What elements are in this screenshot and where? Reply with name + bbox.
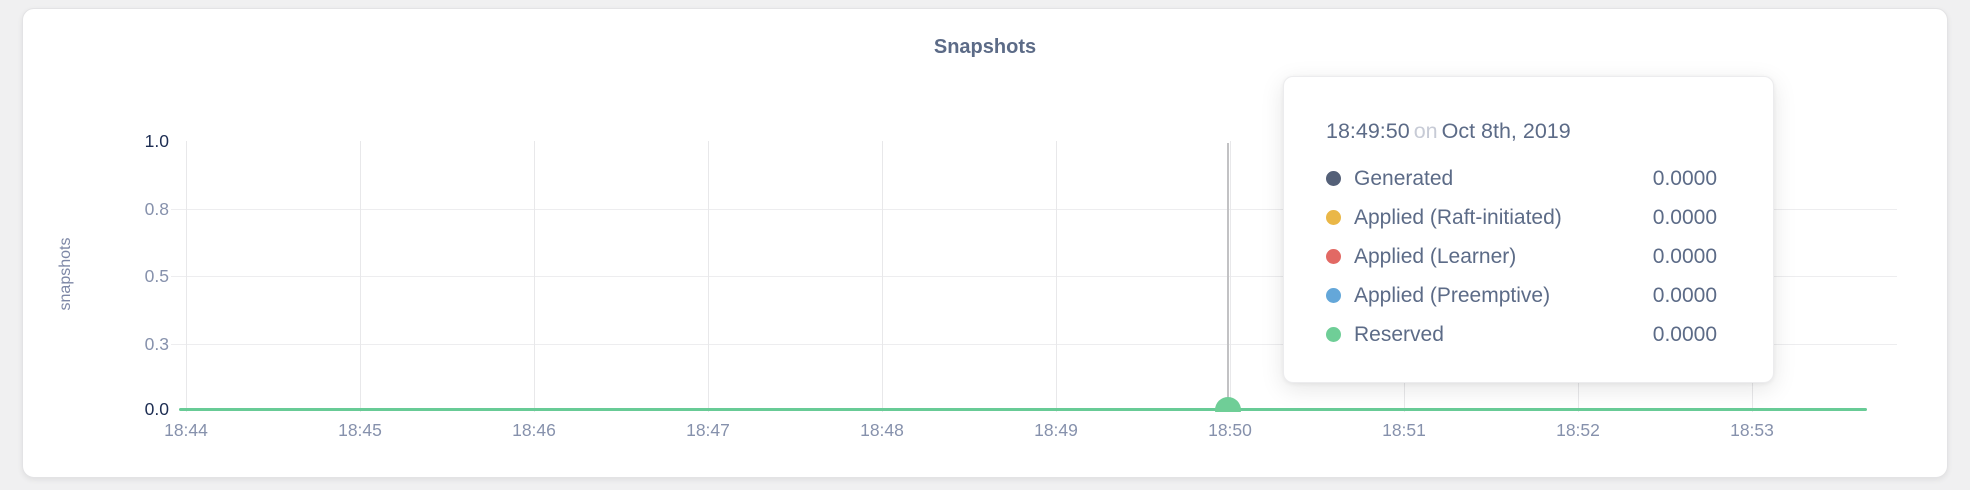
series-value: 0.0000: [1652, 244, 1717, 268]
gridline-vertical: [360, 141, 361, 412]
gridline-vertical: [186, 141, 187, 412]
gridline-vertical: [534, 141, 535, 412]
crosshair-line: [1227, 143, 1229, 412]
gridline-horizontal: [171, 208, 1897, 210]
tooltip-row: Applied (Preemptive) 0.0000: [1326, 276, 1717, 315]
gridline-horizontal: [171, 343, 1897, 345]
y-tick-label: 1.0: [144, 131, 169, 151]
x-tick-label: 18:50: [1208, 420, 1252, 440]
x-tick-label: 18:49: [1034, 420, 1078, 440]
series-color-dot-icon: [1326, 249, 1341, 264]
series-color-dot-icon: [1326, 171, 1341, 186]
series-label: Reserved: [1354, 322, 1444, 346]
chart-card: Snapshots snapshots 1.0 0.8 0.5 0.3 0.0 18:4…: [22, 8, 1948, 478]
x-tick-label: 18:45: [338, 420, 382, 440]
series-label: Generated: [1354, 166, 1454, 190]
chart-title: Snapshots: [933, 36, 1037, 58]
series-value: 0.0000: [1652, 283, 1717, 307]
hover-tooltip: 18:49:50 on Oct 8th, 2019 Generated 0.0000 A…: [1283, 76, 1774, 383]
hover-point-dot: [1215, 397, 1241, 412]
y-tick-label: 0.5: [144, 266, 169, 286]
tooltip-connector: on: [1413, 119, 1438, 143]
tooltip-header: 18:49:50 on Oct 8th, 2019: [1326, 117, 1717, 145]
series-color-dot-icon: [1326, 288, 1341, 303]
series-value: 0.0000: [1652, 166, 1717, 190]
tooltip-time: 18:49:50: [1326, 119, 1410, 143]
y-tick-label: 0.3: [144, 333, 169, 354]
tooltip-row: Applied (Raft-initiated) 0.0000: [1326, 198, 1717, 237]
gridline-vertical: [708, 141, 709, 412]
tooltip-rows: Generated 0.0000 Applied (Raft-initiated) 0…: [1326, 159, 1717, 354]
x-tick-label: 18:51: [1382, 420, 1426, 440]
y-tick-label: 0.8: [144, 198, 169, 219]
series-color-dot-icon: [1326, 210, 1341, 225]
series-color-dot-icon: [1326, 327, 1341, 342]
gridline-horizontal: [171, 276, 1897, 277]
gridline-vertical: [1230, 141, 1231, 412]
x-tick-label: 18:48: [860, 420, 904, 440]
series-label: Applied (Learner): [1354, 244, 1517, 268]
x-tick-label: 18:47: [686, 420, 730, 440]
x-tick-label: 18:53: [1730, 420, 1774, 440]
gridline-vertical: [882, 141, 883, 412]
series-line: [179, 408, 1867, 411]
gridline-vertical: [1056, 141, 1057, 412]
series-value: 0.0000: [1652, 322, 1717, 346]
series-label: Applied (Raft-initiated): [1354, 205, 1562, 229]
x-tick-label: 18:44: [164, 420, 208, 440]
series-value: 0.0000: [1652, 205, 1717, 229]
y-axis-label: snapshots: [57, 237, 74, 311]
tooltip-date: Oct 8th, 2019: [1441, 119, 1571, 143]
x-tick-label: 18:52: [1556, 420, 1600, 440]
x-tick-label: 18:46: [512, 420, 556, 440]
y-tick-label: 0.0: [144, 399, 169, 419]
series-label: Applied (Preemptive): [1354, 283, 1551, 307]
tooltip-row: Applied (Learner) 0.0000: [1326, 237, 1717, 276]
tooltip-row: Generated 0.0000: [1326, 159, 1717, 198]
tooltip-row: Reserved 0.0000: [1326, 315, 1717, 354]
